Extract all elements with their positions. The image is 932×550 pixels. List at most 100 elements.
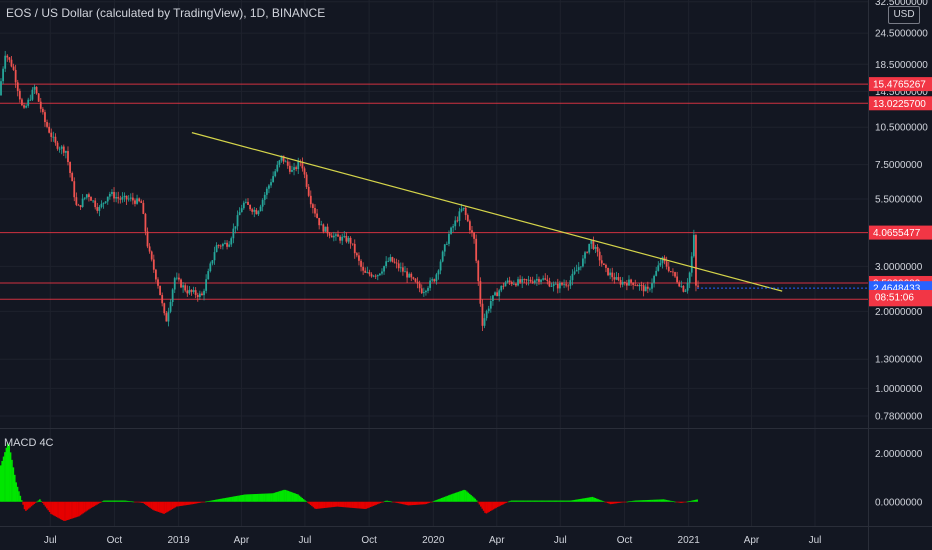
- macd-histogram-bar: [329, 501, 331, 508]
- candle: [295, 165, 298, 172]
- candle-body: [452, 226, 455, 228]
- candle-body: [303, 168, 306, 175]
- candle-body: [466, 215, 469, 222]
- candle-body: [159, 285, 161, 296]
- candle: [636, 284, 639, 287]
- candle: [389, 254, 392, 263]
- candle: [163, 302, 166, 316]
- macd-histogram-bar: [632, 500, 634, 502]
- candle-body: [0, 81, 2, 96]
- macd-histogram-bar: [369, 501, 372, 508]
- candle-body: [194, 290, 197, 295]
- candle-body: [456, 220, 459, 222]
- candle-body: [682, 285, 685, 292]
- macd-histogram-bar: [600, 500, 602, 502]
- macd-histogram-bar: [357, 501, 359, 509]
- candle: [674, 271, 676, 279]
- candle-body: [563, 284, 565, 286]
- macd-histogram-bar: [480, 501, 482, 507]
- candle: [175, 272, 178, 281]
- macd-histogram-bar: [78, 501, 80, 517]
- macd-histogram-bar: [581, 498, 584, 502]
- level-price-badge-bg: [869, 225, 932, 240]
- macd-histogram-bar: [237, 495, 239, 502]
- candle-body: [322, 224, 325, 232]
- candle-body: [207, 271, 210, 280]
- candle-body: [669, 271, 672, 272]
- candle-body: [163, 303, 166, 314]
- candle: [209, 261, 212, 273]
- candle-body: [234, 226, 237, 229]
- candle: [284, 159, 287, 163]
- candle-body: [196, 294, 199, 298]
- candle-body: [52, 136, 55, 138]
- candle-body: [330, 235, 333, 238]
- candle: [165, 311, 168, 322]
- macd-histogram-bar: [226, 497, 228, 502]
- macd-histogram-bar: [313, 501, 316, 509]
- candle: [219, 244, 222, 250]
- candle: [104, 201, 107, 204]
- candle: [481, 299, 484, 332]
- candle: [473, 231, 475, 244]
- candle-body: [523, 279, 526, 280]
- candle-body: [56, 142, 59, 149]
- candle-body: [117, 197, 120, 199]
- macd-histogram-bar: [202, 501, 204, 503]
- candle: [567, 284, 570, 291]
- macd-histogram-bar: [358, 501, 361, 509]
- candle: [510, 280, 513, 287]
- candle-body: [473, 232, 475, 239]
- candle-body: [23, 105, 25, 108]
- currency-button[interactable]: USD: [888, 6, 920, 24]
- candle-body: [644, 286, 647, 292]
- macd-histogram-bar: [22, 501, 24, 505]
- macd-histogram-bar: [80, 501, 83, 515]
- macd-histogram-bar: [20, 500, 23, 502]
- macd-histogram-bar: [559, 500, 562, 502]
- macd-histogram-bar: [386, 500, 389, 502]
- macd-histogram-bar: [320, 501, 323, 509]
- macd-histogram-bar: [453, 493, 456, 502]
- candle-body: [550, 286, 553, 287]
- candle-body: [171, 289, 174, 303]
- macd-histogram-bar: [82, 501, 84, 514]
- macd-histogram-bar: [382, 501, 384, 503]
- macd-histogram-bar: [662, 499, 665, 502]
- macd-histogram-bar: [259, 493, 262, 502]
- candle-body: [454, 220, 457, 227]
- macd-histogram-bar: [111, 500, 114, 502]
- candle: [563, 279, 565, 289]
- macd-histogram-bar: [605, 501, 608, 503]
- macd-histogram-bar: [607, 501, 609, 504]
- macd-histogram-bar: [531, 500, 534, 502]
- macd-histogram-bar: [16, 486, 19, 502]
- macd-histogram-bar: [5, 447, 8, 502]
- macd-histogram-bar: [138, 501, 140, 503]
- macd-histogram-bar: [346, 501, 348, 508]
- macd-histogram-bar: [450, 494, 453, 502]
- candle: [180, 278, 182, 289]
- candle: [519, 275, 522, 284]
- candle-body: [98, 206, 101, 211]
- candle: [500, 285, 503, 293]
- candle-body: [332, 235, 335, 238]
- candle-body: [351, 243, 354, 245]
- chart-title: EOS / US Dollar (calculated by TradingVi…: [6, 6, 326, 20]
- candle: [665, 256, 668, 270]
- macd-histogram-bar: [467, 492, 470, 502]
- macd-histogram-bar: [33, 501, 36, 504]
- candle-body: [632, 282, 635, 285]
- candle: [188, 286, 191, 295]
- candle: [314, 204, 316, 218]
- macd-histogram-bar: [146, 501, 149, 506]
- macd-histogram-bar: [494, 501, 496, 509]
- candle-body: [280, 155, 283, 161]
- macd-histogram-bar: [270, 493, 273, 502]
- candle-body: [16, 82, 19, 91]
- macd-histogram-bar: [547, 500, 549, 502]
- candle-body: [410, 273, 413, 278]
- candle: [598, 248, 601, 266]
- macd-histogram-bar: [484, 501, 486, 513]
